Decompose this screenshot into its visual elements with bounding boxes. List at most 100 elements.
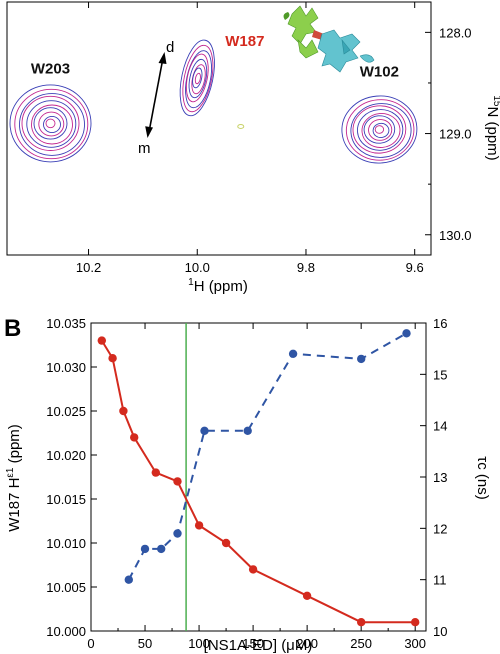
x-tick-label: 200 xyxy=(296,636,318,651)
panel-b-left-axis-label: W187 Hε1 (ppm) xyxy=(5,424,23,532)
tau-c-point xyxy=(124,575,133,584)
contour-ring xyxy=(188,58,208,99)
w187-shift-point xyxy=(130,433,139,442)
panel-b-frame xyxy=(90,322,427,632)
w187-shift-point xyxy=(302,591,312,600)
tau-c-line xyxy=(127,332,407,581)
contour-ring xyxy=(38,111,65,137)
panel-b-x-axis-label: [NS1A-ED] (μM) xyxy=(204,637,313,654)
contour-ring xyxy=(185,53,209,103)
x-tick-label: 0 xyxy=(87,636,94,651)
w187-shift-point xyxy=(248,565,258,574)
x-tick-label: 150 xyxy=(242,636,264,651)
x-tick-label: 300 xyxy=(404,636,426,651)
protein-structure-inset xyxy=(283,5,375,73)
left-tick-label: 10.015 xyxy=(46,492,86,507)
contour-ring xyxy=(194,72,201,85)
w187-shift-point xyxy=(357,618,366,627)
contour-ring xyxy=(26,100,77,148)
w187-shift-point xyxy=(221,538,231,548)
contour-ring xyxy=(192,67,203,89)
panel-b-right-axis-label: τc (ns) xyxy=(474,456,491,499)
panel-b-series xyxy=(97,329,420,627)
right-tick-label: 16 xyxy=(433,316,447,331)
panel-a-x-ticks: 10.2 10.0 9.8 9.6 xyxy=(76,2,424,275)
y-tick-label: 129.0 xyxy=(439,127,472,142)
contour-ring xyxy=(372,122,390,139)
peak-label-w102: W102 xyxy=(360,64,399,81)
panel-b-right-ticks: 10 11 12 13 14 15 16 xyxy=(420,316,447,639)
contour-ring xyxy=(361,112,401,148)
contour-ring xyxy=(31,104,73,145)
panel-a-frame xyxy=(6,1,432,256)
peak-contour-w102 xyxy=(341,95,418,164)
left-tick-label: 10.010 xyxy=(46,536,86,551)
right-tick-label: 10 xyxy=(433,624,447,639)
w187-shift-point xyxy=(411,618,420,627)
x-tick-label: 250 xyxy=(350,636,372,651)
contour-ring xyxy=(182,44,214,113)
w187-shift-point xyxy=(194,521,204,530)
right-tick-label: 15 xyxy=(433,367,447,382)
panel-a-y-axis-label: 15N (ppm) xyxy=(484,95,500,160)
left-tick-label: 10.025 xyxy=(46,404,86,419)
contour-ring xyxy=(43,115,61,134)
contour-ring xyxy=(363,115,396,144)
panel-a-peak-labels: W203 W187 W102 xyxy=(31,33,399,81)
contour-ring xyxy=(368,119,393,141)
arrow-label-bottom: m xyxy=(138,140,151,157)
panel-b-left-ticks: 10.000 10.005 10.010 10.015 10.020 10.025 10.0… xyxy=(46,316,97,639)
contour-ring xyxy=(352,105,407,154)
panel-b-x-ticks: 0 50 100 150 200 250 300 xyxy=(87,323,426,651)
peak-label-w203: W203 xyxy=(31,60,70,77)
peak-label-w187: W187 xyxy=(225,33,264,50)
contour-ring xyxy=(357,109,404,151)
dimer-monomer-arrow: d m xyxy=(138,39,174,157)
panel-a-contours xyxy=(9,39,418,164)
contour-ring xyxy=(19,93,85,156)
panel-a-y-ticks: 128.0 129.0 130.0 xyxy=(425,25,472,243)
panel-a-x-axis-label: 1H (ppm) xyxy=(188,277,248,295)
contour-ring xyxy=(374,125,385,134)
tau-c-point xyxy=(200,426,209,435)
w187-shift-point xyxy=(97,336,107,345)
contour-ring xyxy=(345,99,415,161)
x-tick-label: 9.8 xyxy=(297,260,315,275)
contour-ring xyxy=(350,103,412,158)
contour-ring xyxy=(14,88,89,160)
x-tick-label: 10.2 xyxy=(76,260,101,275)
tau-c-point xyxy=(157,544,166,554)
x-tick-label: 9.6 xyxy=(406,260,424,275)
peak-contour-w187 xyxy=(179,39,215,117)
panel-b-chart: 0 50 100 150 200 250 300 10.00010.00510.01010.… xyxy=(5,316,491,654)
w187-shift-point xyxy=(119,406,128,416)
right-tick-label: 12 xyxy=(433,521,447,536)
tau-c-point xyxy=(243,426,252,435)
tau-c-point xyxy=(402,329,411,338)
w187-shift-line xyxy=(100,340,416,624)
right-tick-label: 13 xyxy=(433,470,447,485)
w187-shift-point xyxy=(108,354,117,363)
contour-ring xyxy=(179,39,215,117)
tau-c-point xyxy=(140,544,150,554)
arrow-label-top: d xyxy=(166,39,174,56)
left-tick-label: 10.020 xyxy=(46,448,86,463)
y-tick-label: 128.0 xyxy=(439,25,472,40)
x-tick-label: 10.0 xyxy=(185,260,210,275)
tau-c-point xyxy=(357,354,366,364)
contour-ring xyxy=(33,107,68,140)
stray-contour xyxy=(237,123,245,129)
panel-b-letter: B xyxy=(4,315,21,342)
left-tick-label: 10.030 xyxy=(46,360,86,375)
w187-shift-point xyxy=(173,477,182,486)
x-tick-label: 50 xyxy=(138,636,152,651)
right-tick-label: 11 xyxy=(433,573,447,588)
contour-ring xyxy=(341,95,418,164)
contour-ring xyxy=(21,95,80,151)
tau-c-point xyxy=(173,529,182,538)
left-tick-label: 10.035 xyxy=(46,316,86,331)
peak-contour-w203 xyxy=(9,84,92,163)
w187-shift-point xyxy=(151,468,160,477)
